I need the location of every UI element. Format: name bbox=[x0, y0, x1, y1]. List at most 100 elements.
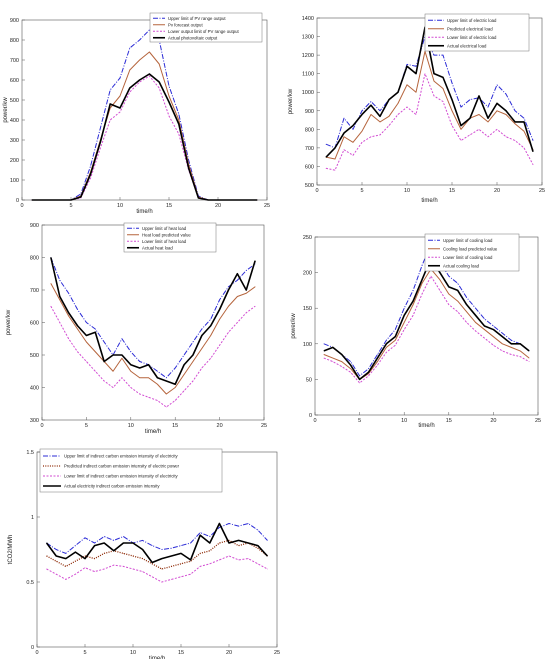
data-point bbox=[496, 128, 498, 130]
data-point bbox=[433, 80, 435, 82]
data-point bbox=[210, 318, 212, 320]
data-point bbox=[370, 114, 372, 115]
data-point bbox=[65, 566, 67, 567]
data-point bbox=[245, 289, 247, 291]
data-point bbox=[370, 104, 372, 106]
x-axis-label: time/h bbox=[418, 423, 434, 429]
data-point bbox=[139, 377, 141, 379]
data-point bbox=[403, 329, 405, 330]
data-point bbox=[165, 380, 167, 382]
data-point bbox=[139, 59, 140, 61]
y-tick-label: 1000 bbox=[302, 90, 314, 96]
data-point bbox=[501, 332, 503, 334]
data-point bbox=[132, 568, 134, 570]
data-point bbox=[180, 563, 182, 565]
data-point bbox=[157, 370, 158, 372]
legend-entry: Predicted electrical load bbox=[447, 26, 493, 31]
data-point bbox=[121, 377, 123, 379]
x-tick-label: 0 bbox=[313, 418, 316, 424]
x-tick-label: 5 bbox=[83, 650, 86, 656]
data-point bbox=[168, 85, 170, 87]
y-tick-label: 200 bbox=[10, 158, 19, 164]
data-point bbox=[199, 534, 201, 536]
series-line-2 bbox=[325, 50, 534, 160]
legend-box bbox=[39, 448, 223, 493]
data-point bbox=[77, 309, 78, 310]
data-point bbox=[77, 328, 78, 330]
data-point bbox=[528, 361, 530, 362]
data-point bbox=[469, 99, 471, 100]
x-tick-label: 10 bbox=[401, 418, 407, 424]
data-point bbox=[412, 290, 414, 291]
data-point bbox=[55, 560, 57, 562]
data-point bbox=[469, 134, 471, 136]
y-tick-label: 200 bbox=[303, 271, 312, 277]
data-point bbox=[31, 199, 33, 201]
data-point bbox=[323, 350, 325, 352]
data-point bbox=[415, 114, 417, 115]
data-point bbox=[403, 322, 405, 323]
data-point bbox=[478, 128, 480, 130]
data-point bbox=[412, 314, 414, 316]
x-tick-label: 25 bbox=[264, 203, 270, 209]
data-point bbox=[161, 568, 163, 570]
data-point bbox=[59, 322, 61, 323]
data-point bbox=[157, 400, 158, 401]
data-point bbox=[421, 293, 423, 295]
data-point bbox=[332, 347, 334, 348]
data-point bbox=[379, 121, 381, 123]
data-point bbox=[51, 199, 52, 201]
x-tick-label: 15 bbox=[449, 188, 455, 194]
data-point bbox=[379, 134, 381, 136]
data-point bbox=[121, 354, 123, 356]
data-point bbox=[192, 361, 194, 362]
data-point bbox=[112, 370, 114, 372]
data-point bbox=[178, 123, 180, 125]
cooling-load-chart: 0 5 10 15 20 25 0 50 100 150 200 250 time/h power/kw U… bbox=[275, 220, 550, 435]
y-axis-label: power/kw bbox=[288, 88, 294, 114]
data-point bbox=[109, 89, 111, 91]
data-point bbox=[433, 54, 435, 56]
data-point bbox=[386, 347, 387, 348]
legend-box bbox=[123, 222, 217, 253]
data-point bbox=[386, 339, 387, 341]
data-point bbox=[75, 551, 76, 553]
y-tick-label: 1100 bbox=[302, 72, 314, 78]
data-point bbox=[100, 141, 101, 143]
x-tick-label: 25 bbox=[261, 423, 267, 429]
x-tick-label: 10 bbox=[128, 423, 134, 429]
data-point bbox=[50, 257, 52, 258]
data-point bbox=[119, 107, 121, 109]
data-point bbox=[183, 364, 185, 366]
data-point bbox=[148, 396, 149, 398]
data-point bbox=[209, 536, 211, 537]
y-tick-label: 100 bbox=[303, 342, 312, 348]
data-point bbox=[219, 542, 220, 544]
data-point bbox=[424, 73, 426, 75]
data-point bbox=[75, 573, 76, 575]
series-line-1 bbox=[50, 257, 256, 379]
data-point bbox=[90, 173, 91, 175]
data-point bbox=[123, 536, 124, 537]
legend-entry: Lower limit of electric load bbox=[447, 35, 497, 40]
data-point bbox=[119, 111, 121, 113]
data-point bbox=[123, 542, 124, 544]
legend-entry: Pv forecast output bbox=[168, 22, 203, 27]
data-point bbox=[451, 110, 453, 112]
data-point bbox=[132, 555, 134, 557]
data-point bbox=[451, 99, 453, 100]
data-point bbox=[201, 348, 203, 349]
data-point bbox=[457, 311, 459, 313]
data-point bbox=[59, 296, 61, 297]
data-point bbox=[190, 560, 191, 562]
data-point bbox=[139, 79, 140, 81]
legend-entry: Lower output limit of PV range output bbox=[168, 29, 240, 34]
data-point bbox=[209, 563, 211, 565]
pv-output-chart: 0 5 10 15 20 25 0 100 200 300 400 500 600 700 800 900 ti… bbox=[0, 0, 275, 220]
data-point bbox=[421, 279, 423, 281]
data-point bbox=[478, 95, 480, 97]
data-point bbox=[377, 357, 378, 359]
data-point bbox=[219, 527, 220, 528]
y-tick-label: 0 bbox=[16, 198, 19, 204]
data-point bbox=[510, 339, 512, 341]
